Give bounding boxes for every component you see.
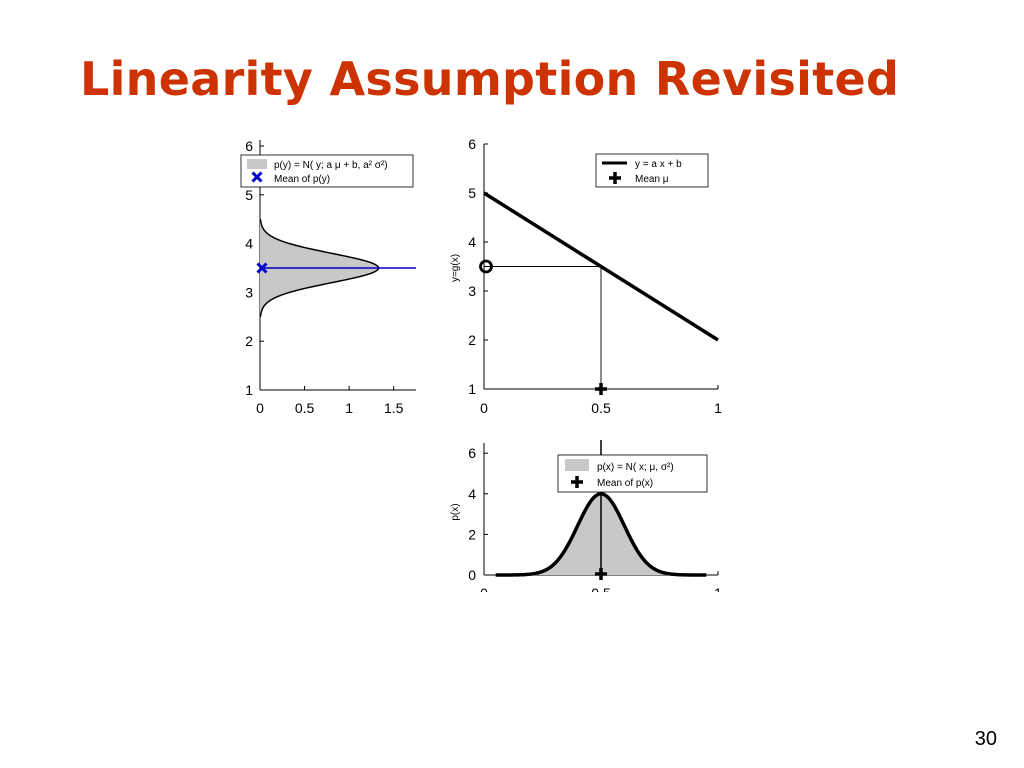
gx-series-line xyxy=(483,191,719,342)
gx-circle-marker xyxy=(479,259,493,274)
gx-ytick-label: 2 xyxy=(468,332,476,348)
px-legend-label-1: p(x) = N( x; μ, σ²) xyxy=(597,462,674,473)
py-mean-marker-b xyxy=(256,262,268,274)
py-ytick-label: 6 xyxy=(245,138,253,154)
px-legend-label-2: Mean of p(x) xyxy=(597,478,653,489)
gx-legend-plus xyxy=(609,172,621,184)
px-legend-plus xyxy=(571,476,583,488)
chart-py-density: 1 2 3 4 5 6 0 0.5 1 1.5 p(y) = N( y; a μ + b, a² σ… xyxy=(240,138,416,416)
py-ytick-label: 5 xyxy=(245,187,253,203)
py-legend-marker-b xyxy=(251,171,263,183)
gx-y-label: y=g(x) xyxy=(450,254,461,282)
gx-ytick-label: 5 xyxy=(468,185,476,201)
gx-ytick-label: 4 xyxy=(468,234,476,250)
px-legend-swatch xyxy=(565,459,589,471)
py-ytick-label: 3 xyxy=(245,284,253,300)
px-ytick-label: 6 xyxy=(468,445,476,461)
gx-ytick-label: 3 xyxy=(468,283,476,299)
py-xtick-label: 0.5 xyxy=(295,400,315,416)
px-legend: p(x) = N( x; μ, σ²) Mean of p(x) xyxy=(557,454,708,493)
py-legend: p(y) = N( y; a μ + b, a² σ²) Mean of p(y) xyxy=(240,154,414,188)
slide-title: Linearity Assumption Revisited xyxy=(80,52,900,106)
py-ytick-label: 1 xyxy=(245,382,253,398)
px-xtick-label: 0 xyxy=(480,585,488,601)
py-xtick-label: 1.5 xyxy=(384,400,404,416)
px-ytick-label: 4 xyxy=(468,486,476,502)
gx-xtick-label: 1 xyxy=(714,400,722,416)
py-xtick-label: 1 xyxy=(345,400,353,416)
gx-xtick-label: 0.5 xyxy=(591,400,611,416)
gx-legend-label-2: Mean μ xyxy=(635,174,669,185)
py-xtick-label: 0 xyxy=(256,400,264,416)
px-xtick-label: 0.5 xyxy=(591,585,611,601)
chart-linear-function: 1 2 3 4 5 6 0 0.5 1 y=g(x) y = a x + b Mean μ xyxy=(450,136,722,416)
px-ytick-label: 0 xyxy=(468,567,476,583)
px-ytick-label: 2 xyxy=(468,526,476,542)
py-ytick-label: 2 xyxy=(245,333,253,349)
py-mean-marker xyxy=(256,262,268,274)
gx-legend: y = a x + b Mean μ xyxy=(595,153,709,188)
py-legend-marker xyxy=(251,171,263,183)
gx-ytick-label: 6 xyxy=(468,136,476,152)
py-legend-box xyxy=(240,154,414,188)
gx-legend-label-1: y = a x + b xyxy=(635,159,682,170)
gx-xtick-label: 0 xyxy=(480,400,488,416)
chart-px-density: 0 2 4 6 0 0.5 1 p(x) p(x) = N( x; μ, σ²) Mean of … xyxy=(450,440,722,601)
px-xtick-label: 1 xyxy=(714,585,722,601)
gx-ytick-label: 1 xyxy=(468,381,476,397)
py-legend-swatch xyxy=(247,159,267,169)
py-ytick-label: 4 xyxy=(245,236,253,252)
py-legend-label-1: p(y) = N( y; a μ + b, a² σ²) xyxy=(274,160,388,171)
px-y-label: p(x) xyxy=(450,503,461,520)
px-mean-marker xyxy=(595,568,607,580)
gx-mean-marker xyxy=(595,383,607,395)
page-number: 30 xyxy=(974,728,997,750)
py-legend-label-2: Mean of p(y) xyxy=(274,174,330,185)
